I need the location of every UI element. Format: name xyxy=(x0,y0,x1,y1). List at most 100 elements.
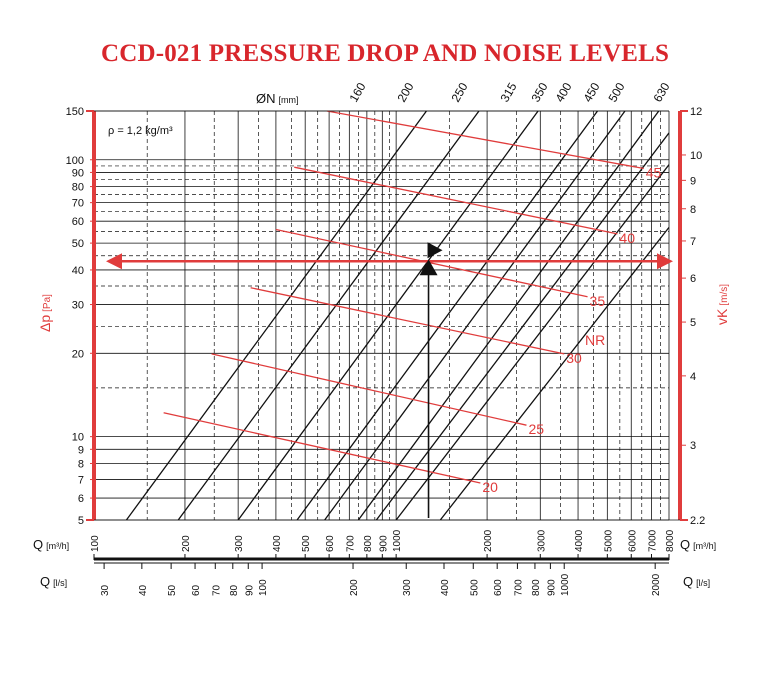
m3h-tick-label: 3000 xyxy=(536,529,547,552)
left-tick-label: 70 xyxy=(72,198,84,210)
left-tick-label: 6 xyxy=(78,493,84,505)
x-axis-ls-label-right: Q [l/s] xyxy=(683,574,710,589)
m3h-tick-label: 5000 xyxy=(603,529,614,552)
m3h-tick-label: 900 xyxy=(378,535,389,552)
ls-tick-label: 70 xyxy=(211,584,222,596)
nr-label: NR xyxy=(585,332,605,348)
m3h-tick-label: 100 xyxy=(90,535,101,552)
duct-size-label: 350 xyxy=(528,80,550,105)
nr-line-40 xyxy=(294,166,618,235)
x-axis-ls-label-left: Q [l/s] xyxy=(40,574,67,589)
m3h-tick-label: 7000 xyxy=(647,529,658,552)
ls-tick-label: 80 xyxy=(229,584,240,596)
ls-tick-label: 900 xyxy=(546,579,557,596)
arrow-right-small-head xyxy=(427,242,443,259)
arrow-left-head xyxy=(106,253,122,270)
ls-tick-label: 30 xyxy=(100,584,111,596)
right-tick-label: 6 xyxy=(690,273,696,285)
duct-lines xyxy=(125,111,669,520)
m3h-tick-label: 6000 xyxy=(627,529,638,552)
right-tick-label: 12 xyxy=(690,106,702,118)
x-axis-m3h-label-left: Q [m³/h] xyxy=(33,537,69,552)
density-note: ρ = 1,2 kg/m³ xyxy=(108,125,173,137)
axis-labels: ρ = 1,2 kg/m³ ØN [mm] NR Δp[Pa] vK[m/s] Q… xyxy=(33,91,730,589)
duct-size-label: 500 xyxy=(605,80,627,105)
m3h-tick-label: 400 xyxy=(272,535,283,552)
nr-lines: 20 25 30 35 40 45 xyxy=(163,110,662,495)
nr-value-label: 20 xyxy=(482,479,498,495)
m3h-tick-label: 1000 xyxy=(392,529,403,552)
duct-size-label: 450 xyxy=(580,80,602,105)
nr-value-label: 35 xyxy=(590,293,606,309)
chart-title: CCD-021 PRESSURE DROP AND NOISE LEVELS xyxy=(100,40,670,67)
duct-line-200 xyxy=(177,111,480,520)
right-tick-label: 8 xyxy=(690,204,696,216)
nr-line-45 xyxy=(326,110,644,170)
right-tick-label: 7 xyxy=(690,236,696,248)
tick-labels: 160 200 250 315 350 400 450 500 6301501009080706… xyxy=(66,80,706,596)
ls-tick-label: 60 xyxy=(191,584,202,596)
ls-tick-label: 1000 xyxy=(560,573,571,596)
right-tick-label: 4 xyxy=(690,371,696,383)
left-tick-label: 5 xyxy=(78,515,84,527)
nr-value-label: 45 xyxy=(646,164,662,180)
m3h-tick-label: 4000 xyxy=(574,529,585,552)
x-axis-m3h-label-right: Q [m³/h] xyxy=(680,537,716,552)
duct-axis-label: ØN [mm] xyxy=(256,91,299,106)
right-axis-label: vK[m/s] xyxy=(714,284,730,325)
left-tick-label: 150 xyxy=(66,106,84,118)
nr-value-label: 30 xyxy=(566,350,582,366)
left-tick-label: 100 xyxy=(66,155,84,167)
right-tick-label: 2.2 xyxy=(690,515,705,527)
duct-size-label: 250 xyxy=(448,80,470,105)
operating-point xyxy=(106,242,673,518)
duct-line-315 xyxy=(296,111,599,520)
ls-tick-label: 100 xyxy=(258,579,269,596)
ls-tick-label: 300 xyxy=(402,579,413,596)
duct-line-250 xyxy=(237,111,539,520)
ls-tick-label: 40 xyxy=(138,584,149,596)
m3h-tick-label: 2000 xyxy=(483,529,494,552)
arrow-up-head xyxy=(419,259,438,276)
right-tick-label: 3 xyxy=(690,440,696,452)
nr-line-20 xyxy=(163,412,481,484)
duct-size-label: 630 xyxy=(650,80,672,105)
m3h-tick-label: 800 xyxy=(363,535,374,552)
left-tick-label: 30 xyxy=(72,300,84,312)
ls-tick-label: 800 xyxy=(531,579,542,596)
m3h-tick-label: 300 xyxy=(234,535,245,552)
left-tick-label: 80 xyxy=(72,182,84,194)
duct-size-label: 400 xyxy=(552,80,574,105)
left-tick-label: 60 xyxy=(72,216,84,228)
left-tick-label: 50 xyxy=(72,238,84,250)
m3h-tick-label: 500 xyxy=(301,535,312,552)
left-tick-label: 90 xyxy=(72,167,84,179)
ls-tick-label: 400 xyxy=(440,579,451,596)
right-tick-label: 9 xyxy=(690,175,696,187)
nr-value-label: 25 xyxy=(528,421,544,437)
ls-tick-label: 50 xyxy=(167,584,178,596)
ls-tick-label: 200 xyxy=(349,579,360,596)
duct-line-160 xyxy=(125,111,427,520)
duct-line-450 xyxy=(375,132,669,520)
m3h-tick-label: 200 xyxy=(181,535,192,552)
duct-line-350 xyxy=(324,111,626,520)
axes-frame xyxy=(86,110,688,521)
nr-line-35 xyxy=(275,228,588,298)
left-tick-label: 7 xyxy=(78,475,84,487)
left-tick-label: 9 xyxy=(78,444,84,456)
left-tick-label: 20 xyxy=(72,348,84,360)
right-tick-label: 5 xyxy=(690,317,696,329)
grid xyxy=(94,110,669,521)
left-axis-label: Δp[Pa] xyxy=(37,294,53,332)
ls-tick-label: 700 xyxy=(513,579,524,596)
m3h-tick-label: 700 xyxy=(345,535,356,552)
ls-tick-label: 600 xyxy=(493,579,504,596)
nr-value-label: 40 xyxy=(619,230,635,246)
duct-line-400 xyxy=(357,111,660,520)
m3h-tick-label: 600 xyxy=(325,535,336,552)
nr-line-30 xyxy=(250,287,565,355)
ls-tick-label: 2000 xyxy=(651,573,662,596)
duct-size-label: 200 xyxy=(394,80,416,105)
arrow-right-head xyxy=(657,253,673,270)
